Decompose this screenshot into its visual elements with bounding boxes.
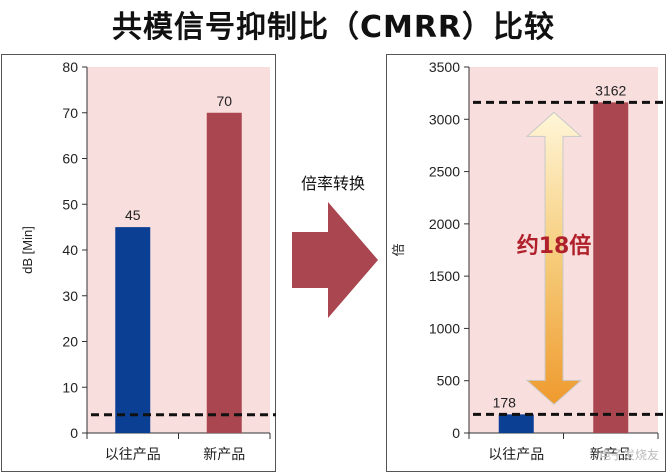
conversion-arrow-icon [292, 202, 378, 318]
y-tick-label: 500 [437, 373, 461, 389]
y-tick-label: 2000 [429, 216, 460, 232]
x-category-label: 以往产品 [105, 447, 161, 463]
y-tick-label: 10 [62, 379, 78, 395]
y-tick-label: 0 [452, 425, 460, 441]
left-chart-panel: 0 10 20 30 40 50 60 70 80 dB [Min] 以往产品 45 新产品 70 [1, 54, 276, 472]
conversion-label: 倍率转换 [300, 174, 365, 193]
x-category-label: 以往产品 [488, 447, 544, 463]
bar-new-product [206, 112, 242, 433]
y-axis-title: 倍 [391, 243, 406, 256]
y-tick-label: 30 [62, 288, 78, 304]
chart-title: 共模信号抑制比（CMRR）比较 [111, 10, 556, 45]
x-category-label: 新产品 [203, 447, 245, 463]
y-tick-label: 60 [62, 151, 78, 167]
y-tick-label: 50 [62, 196, 78, 212]
plot-area [87, 67, 270, 433]
y-tick-label: 1000 [429, 320, 460, 336]
y-tick-label: 0 [70, 425, 78, 441]
y-tick-label: 3000 [429, 111, 460, 127]
x-category-label: 新产品 [590, 447, 632, 463]
double-arrow-icon [525, 111, 583, 406]
ratio-annotation: 约18倍 [517, 233, 592, 259]
y-tick-label: 3500 [429, 59, 460, 75]
data-label: 45 [125, 207, 141, 223]
y-axis-title: dB [Min] [20, 226, 35, 274]
data-label: 178 [493, 394, 517, 410]
bar-previous-product [115, 227, 151, 433]
bar-previous-product [498, 414, 534, 433]
y-tick-label: 2500 [429, 164, 460, 180]
y-tick-label: 1500 [429, 268, 460, 284]
y-tick-label: 20 [62, 334, 78, 350]
watermark: 电子发烧友 [598, 448, 659, 462]
right-chart-panel: 0 500 1000 1500 2000 2500 3000 3500 倍以往产品 178 新产品 3… [386, 54, 666, 472]
data-label: 3162 [595, 82, 626, 98]
bar-new-product [593, 102, 629, 433]
y-tick-label: 80 [62, 59, 78, 75]
left-bar-chart: 0 10 20 30 40 50 60 70 80 dB [Min] 以往产品 45 新产品 70 [20, 59, 276, 463]
y-tick-label: 40 [62, 242, 78, 258]
data-label: 70 [216, 93, 232, 109]
y-tick-label: 70 [62, 105, 78, 121]
